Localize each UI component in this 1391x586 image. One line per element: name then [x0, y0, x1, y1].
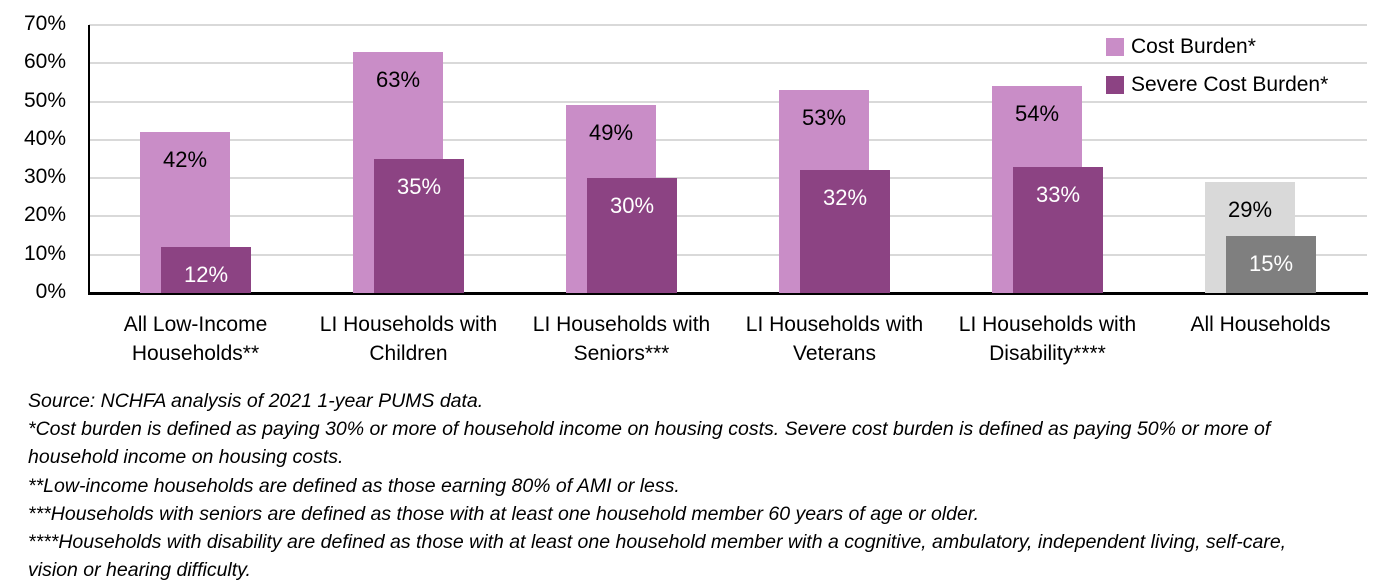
- legend-swatch-cost-burden: [1106, 38, 1124, 56]
- gridline-20%: [89, 215, 1367, 218]
- y-tick-label-10%: 10%: [23, 241, 66, 265]
- category-label-2: LI Households with Seniors***: [532, 313, 711, 365]
- data-label-cost-burden-0: 42%: [162, 147, 208, 173]
- y-tick-label-70%: 70%: [23, 12, 66, 35]
- footnote-line-2: household income on housing costs.: [28, 446, 344, 469]
- y-axis-line: [88, 25, 90, 293]
- data-label-cost-burden-2: 49%: [588, 120, 634, 146]
- data-label-cost-burden-4: 54%: [1014, 101, 1060, 127]
- y-tick-label-60%: 60%: [23, 50, 66, 74]
- gridline-30%: [89, 177, 1367, 180]
- category-label-3: LI Households with Veterans: [745, 313, 924, 365]
- data-label-cost-burden-5: 29%: [1227, 196, 1273, 222]
- footnote-line-5: ****Households with disability are defin…: [28, 531, 1287, 554]
- bar-severe-cost-burden-2: [587, 178, 677, 293]
- footnote-line-3: **Low-income households are defined as t…: [28, 474, 680, 497]
- y-tick-label-0%: 0%: [35, 280, 66, 303]
- legend-item-cost-burden: Cost Burden*: [1106, 35, 1328, 59]
- chart-legend: Cost Burden* Severe Cost Burden*: [1106, 35, 1328, 111]
- y-tick-label-40%: 40%: [23, 126, 66, 150]
- data-label-severe-cost-burden-5: 15%: [1248, 250, 1294, 276]
- data-label-cost-burden-1: 63%: [375, 66, 421, 92]
- footnote-line-0: Source: NCHFA analysis of 2021 1-year PU…: [28, 390, 484, 412]
- category-label-5: All Households: [1190, 313, 1331, 336]
- gridline-60%: [89, 62, 1367, 65]
- category-label-4: LI Households with Disability****: [958, 313, 1137, 365]
- legend-item-severe-cost-burden: Severe Cost Burden*: [1106, 73, 1328, 97]
- gridline-70%: [89, 24, 1367, 26]
- y-tick-label-50%: 50%: [23, 88, 66, 112]
- footnote-line-1: *Cost burden is defined as paying 30% or…: [28, 418, 1271, 441]
- data-label-severe-cost-burden-0: 12%: [183, 262, 229, 288]
- data-label-severe-cost-burden-4: 33%: [1035, 181, 1081, 207]
- bar-severe-cost-burden-3: [800, 170, 890, 293]
- legend-label-severe-cost-burden: Severe Cost Burden*: [1131, 73, 1329, 96]
- bar-severe-cost-burden-0: [161, 247, 251, 293]
- legend-swatch-severe-cost-burden: [1106, 76, 1124, 94]
- y-tick-label-20%: 20%: [23, 203, 66, 227]
- data-label-severe-cost-burden-1: 35%: [396, 174, 442, 199]
- gridline-10%: [89, 253, 1367, 256]
- bar-severe-cost-burden-4: [1013, 166, 1103, 293]
- source-and-footnotes: Source: NCHFA analysis of 2021 1-year PU…: [28, 387, 1387, 584]
- data-label-cost-burden-3: 53%: [801, 105, 847, 131]
- gridline-40%: [89, 138, 1367, 141]
- footnote-line-6: vision or hearing difficulty.: [28, 559, 251, 582]
- data-label-severe-cost-burden-2: 30%: [609, 193, 655, 219]
- bar-severe-cost-burden-5: [1226, 235, 1316, 293]
- footnote-line-4: ***Households with seniors are defined a…: [28, 502, 980, 525]
- gridline-50%: [89, 100, 1367, 103]
- legend-label-cost-burden: Cost Burden*: [1131, 35, 1256, 58]
- x-axis-line: [88, 292, 1368, 295]
- category-label-1: LI Households with Children: [319, 313, 498, 365]
- data-label-severe-cost-burden-3: 32%: [822, 185, 868, 211]
- bar-severe-cost-burden-1: [374, 159, 464, 293]
- category-label-0: All Low-Income Households**: [123, 313, 268, 365]
- y-tick-label-30%: 30%: [23, 165, 66, 189]
